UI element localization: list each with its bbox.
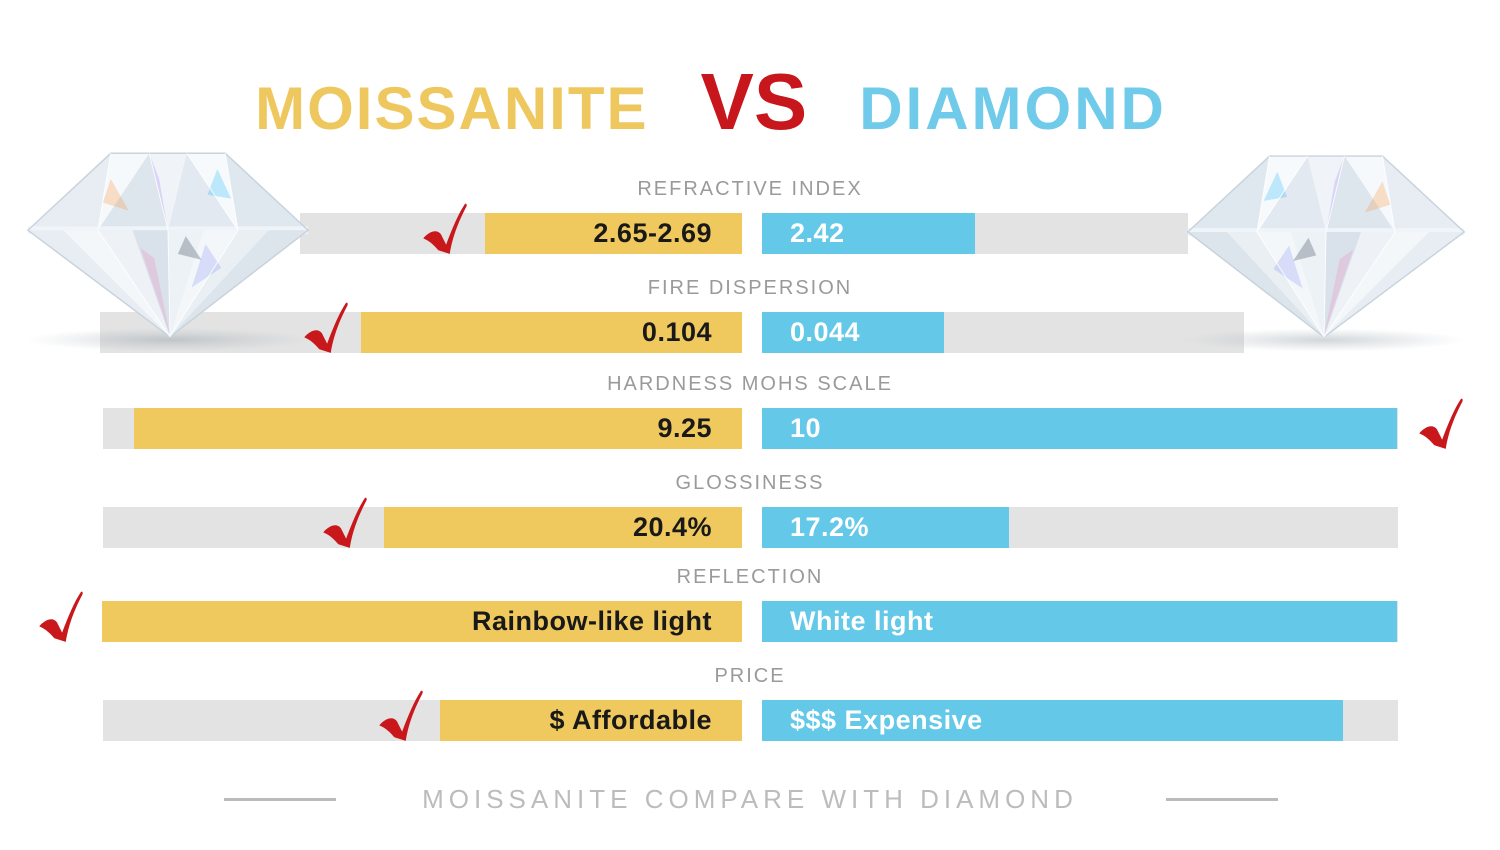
diamond-value: $$$ Expensive [790,705,983,735]
category-label: REFLECTION [676,566,824,588]
moissanite-bar: 9.25 [134,408,742,449]
winner-check-icon [34,590,84,644]
moissanite-value: 20.4% [632,512,712,542]
moissanite-bar: 2.65-2.69 [485,213,742,254]
moissanite-bar: 0.104 [361,312,742,353]
moissanite-value: Rainbow-like light [471,606,712,636]
moissanite-bar: 20.4% [384,507,742,548]
diamond-value: 0.044 [790,317,861,347]
title-moissanite: MOISSANITE [255,75,649,142]
diamond-value: 2.42 [790,218,845,248]
diamond-bar: 10 [762,408,1397,449]
page-title: MOISSANITE VS DIAMOND [0,62,1422,142]
category-label: FIRE DISPERSION [647,277,853,299]
winner-check-icon [1414,397,1464,451]
diamond-photo-left [20,140,316,355]
diamond-bar: 2.42 [762,213,975,254]
footer-caption: MOISSANITE COMPARE WITH DIAMOND [422,784,1078,814]
category-label: REFRACTIVE INDEX [637,178,863,200]
category-label: PRICE [714,665,786,687]
winner-check-icon [318,496,368,550]
moissanite-bar: Rainbow-like light [102,601,742,642]
moissanite-value: $ Affordable [549,705,712,735]
moissanite-value: 2.65-2.69 [593,218,712,248]
category-label: HARDNESS MOHS SCALE [607,373,893,395]
diamond-bar: $$$ Expensive [762,700,1343,741]
footer-divider-right [1166,798,1278,801]
diamond-value: 10 [790,413,822,443]
category-label: GLOSSINESS [675,472,825,494]
footer-divider-left [224,798,336,801]
moissanite-value: 0.104 [641,317,712,347]
winner-check-icon [418,202,468,256]
diamond-bar: White light [762,601,1397,642]
winner-check-icon [299,301,349,355]
diamond-value: 17.2% [790,512,870,542]
winner-check-icon [374,689,424,743]
diamond-bar: 0.044 [762,312,944,353]
moissanite-bar: $ Affordable [440,700,742,741]
diamond-value: White light [790,606,934,636]
title-diamond: DIAMOND [859,75,1167,142]
moissanite-value: 9.25 [657,413,712,443]
diamond-photo-right [1180,143,1472,355]
title-vs: VS [700,57,808,146]
diamond-bar: 17.2% [762,507,1009,548]
